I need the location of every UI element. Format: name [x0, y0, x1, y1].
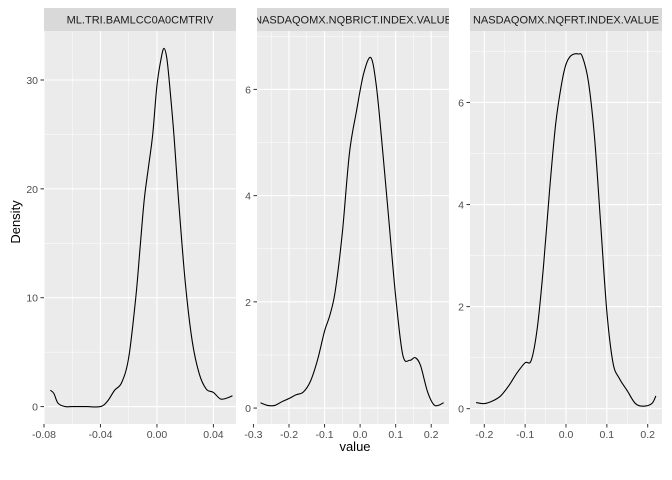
x-tick-label: 0.00 [147, 429, 168, 441]
facet-strip-title: NASDAQOMX.NQFRT.INDEX.VALUE [473, 15, 659, 27]
y-tick-label: 4 [458, 200, 464, 212]
y-tick-label: 0 [458, 404, 464, 416]
x-tick-label: 0.0 [353, 429, 368, 441]
x-tick-label: 0.0 [559, 429, 574, 441]
x-tick-label: -0.1 [316, 429, 334, 441]
x-tick-label: 0.2 [640, 429, 655, 441]
x-tick-label: -0.2 [475, 429, 493, 441]
x-tick-label: 0.1 [600, 429, 615, 441]
facet-panel: ML.TRI.BAMLCC0A0CMTRIV -0.08 -0.04 0.00 0.04… [26, 8, 236, 441]
y-tick-label: 20 [26, 184, 38, 196]
y-tick-label: 10 [26, 293, 38, 305]
y-tick-label: 2 [245, 297, 251, 309]
y-tick-label: 2 [458, 302, 464, 314]
density-line [476, 53, 657, 407]
y-tick-label: 0 [32, 402, 38, 414]
gridlines [470, 31, 662, 424]
x-tick-label: -0.2 [280, 429, 298, 441]
y-tick-label: 0 [245, 403, 251, 415]
y-tick-label: 4 [245, 191, 251, 203]
x-tick-label: 0.2 [424, 429, 439, 441]
y-tick-label: 30 [26, 75, 38, 87]
x-tick-label: 0.1 [388, 429, 403, 441]
panel-background [44, 31, 236, 424]
density-line [49, 47, 233, 408]
gridlines [257, 31, 449, 424]
y-tick-label: 6 [458, 97, 464, 109]
facet-strip-title: ML.TRI.BAMLCC0A0CMTRIV [67, 15, 214, 27]
density-line [260, 56, 444, 407]
x-axis-title: value [339, 439, 370, 454]
facet-strip [470, 8, 662, 31]
x-tick-label: 0.04 [203, 429, 224, 441]
y-axis-title: Density [8, 200, 23, 244]
y-tick-label: 6 [245, 84, 251, 96]
facet-strip-title: NASDAQOMX.NQBRICT.INDEX.VALUE [254, 15, 452, 27]
x-tick-label: -0.08 [32, 429, 56, 441]
facet-strip [257, 8, 449, 31]
facet-panel: NASDAQOMX.NQBRICT.INDEX.VALUE -0.3 -0.2 -0.… [244, 8, 452, 441]
x-tick-label: -0.3 [244, 429, 262, 441]
x-tick-label: -0.04 [89, 429, 113, 441]
facet-panel: NASDAQOMX.NQFRT.INDEX.VALUE -0.2 -0.1 0.0 0.… [458, 8, 662, 441]
facet-strip [44, 8, 236, 31]
x-tick-label: -0.1 [516, 429, 534, 441]
